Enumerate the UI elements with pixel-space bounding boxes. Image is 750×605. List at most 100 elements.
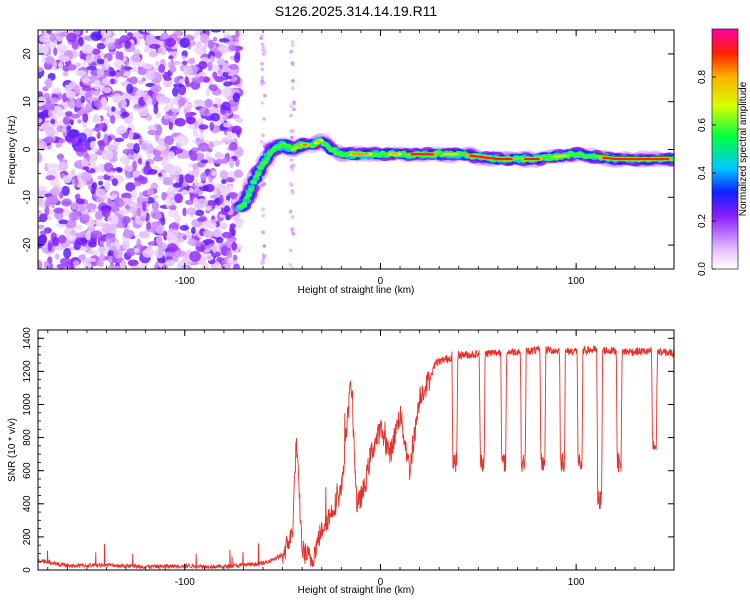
sparse-dot [261, 67, 265, 71]
snr-xtick-label: 100 [568, 577, 585, 588]
sparse-dot [260, 101, 264, 105]
sparse-dot [291, 43, 295, 47]
noise-blob [143, 93, 148, 102]
colorbar-tick-label: 0.8 [697, 70, 708, 84]
noise-blob [141, 77, 146, 82]
sparse-dot [292, 164, 296, 168]
noise-blob [233, 255, 238, 261]
colorbar-tick-label: 0.6 [697, 118, 708, 132]
ridge-core [536, 158, 539, 160]
sparse-dot [289, 263, 293, 267]
noise-blob [45, 56, 54, 65]
noise-blob [183, 190, 189, 195]
sparse-dot [260, 262, 264, 266]
noise-blob [228, 44, 236, 51]
ridge-blob [545, 158, 550, 162]
noise-blob [235, 30, 239, 38]
noise-blob [139, 231, 150, 239]
noise-blob [153, 104, 158, 114]
ridge-blob [331, 147, 337, 151]
noise-blob [95, 211, 103, 220]
noise-blob [110, 79, 115, 84]
noise-blob [92, 182, 98, 189]
sparse-dot [263, 254, 267, 258]
ridge-blob [270, 150, 275, 154]
noise-blob [215, 154, 226, 158]
noise-blob [97, 68, 105, 76]
noise-blob [81, 172, 92, 182]
noise-blob [80, 214, 89, 224]
noise-blob [97, 123, 104, 129]
sparse-dot [289, 249, 293, 253]
noise-blob [222, 86, 232, 97]
noise-blob [65, 111, 73, 116]
noise-blob [229, 158, 234, 168]
noise-blob [165, 38, 176, 47]
spectrogram-ytick-label: 0 [22, 146, 33, 152]
noise-blob [128, 259, 139, 266]
noise-blob [126, 84, 133, 94]
noise-blob [47, 195, 58, 203]
noise-blob [209, 122, 214, 131]
noise-blob [104, 162, 113, 172]
ridge-core [510, 158, 513, 160]
snr-ytick-label: 400 [22, 495, 33, 512]
noise-blob [75, 203, 86, 213]
noise-blob [177, 238, 184, 243]
noise-blob [161, 192, 166, 201]
spectrogram-ytick-label: -10 [22, 190, 33, 205]
noise-blob [219, 38, 230, 42]
noise-blob [212, 72, 217, 79]
noise-blob [210, 113, 220, 122]
sparse-dot [289, 114, 293, 118]
noise-blob [226, 239, 232, 249]
noise-blob [133, 181, 141, 186]
colorbar-tick-label: 0.0 [697, 262, 708, 276]
noise-blob [98, 181, 103, 186]
snr-ytick-label: 800 [22, 429, 33, 446]
noise-blob [76, 233, 87, 238]
ridge-blob [258, 166, 264, 171]
noise-blob [54, 207, 64, 213]
sparse-dot [289, 182, 293, 186]
noise-blob [84, 258, 96, 263]
sparse-dot [260, 34, 264, 38]
noise-blob [43, 137, 54, 144]
noise-blob [62, 124, 67, 133]
noise-blob [210, 55, 215, 62]
noise-blob [233, 92, 240, 102]
noise-blob [180, 38, 190, 48]
noise-blob [78, 142, 87, 153]
sparse-dot [260, 140, 264, 144]
noise-blob [169, 169, 175, 175]
noise-blob [233, 263, 240, 272]
sparse-dot [291, 168, 295, 172]
figure-title: S126.2025.314.14.19.R11 [275, 3, 438, 19]
noise-blob [188, 66, 192, 76]
colorbar-tick-label: 0.4 [697, 166, 708, 180]
noise-blob [115, 51, 120, 61]
noise-blob [61, 31, 67, 36]
noise-blob [142, 201, 146, 211]
noise-blob [87, 97, 98, 102]
noise-blob [93, 80, 100, 91]
noise-blob [52, 88, 62, 94]
noise-blob [82, 86, 92, 92]
noise-blob [185, 76, 189, 84]
noise-blob [102, 78, 110, 84]
colorbar-label: Normalized spectral amplitude [738, 81, 749, 216]
noise-blob [64, 228, 71, 235]
noise-blob [179, 174, 184, 184]
noise-blob [71, 169, 75, 177]
ridge-core [431, 153, 434, 155]
spectrogram-ytick-label: 20 [22, 48, 33, 60]
noise-blob [35, 118, 42, 123]
noise-blob [142, 249, 153, 258]
noise-blob [126, 205, 130, 210]
noise-blob [136, 238, 141, 249]
noise-blob [143, 63, 152, 69]
noise-blob [203, 230, 213, 238]
snr-ylabel: SNR (10 * v/v) [7, 418, 18, 482]
noise-blob [58, 235, 66, 244]
